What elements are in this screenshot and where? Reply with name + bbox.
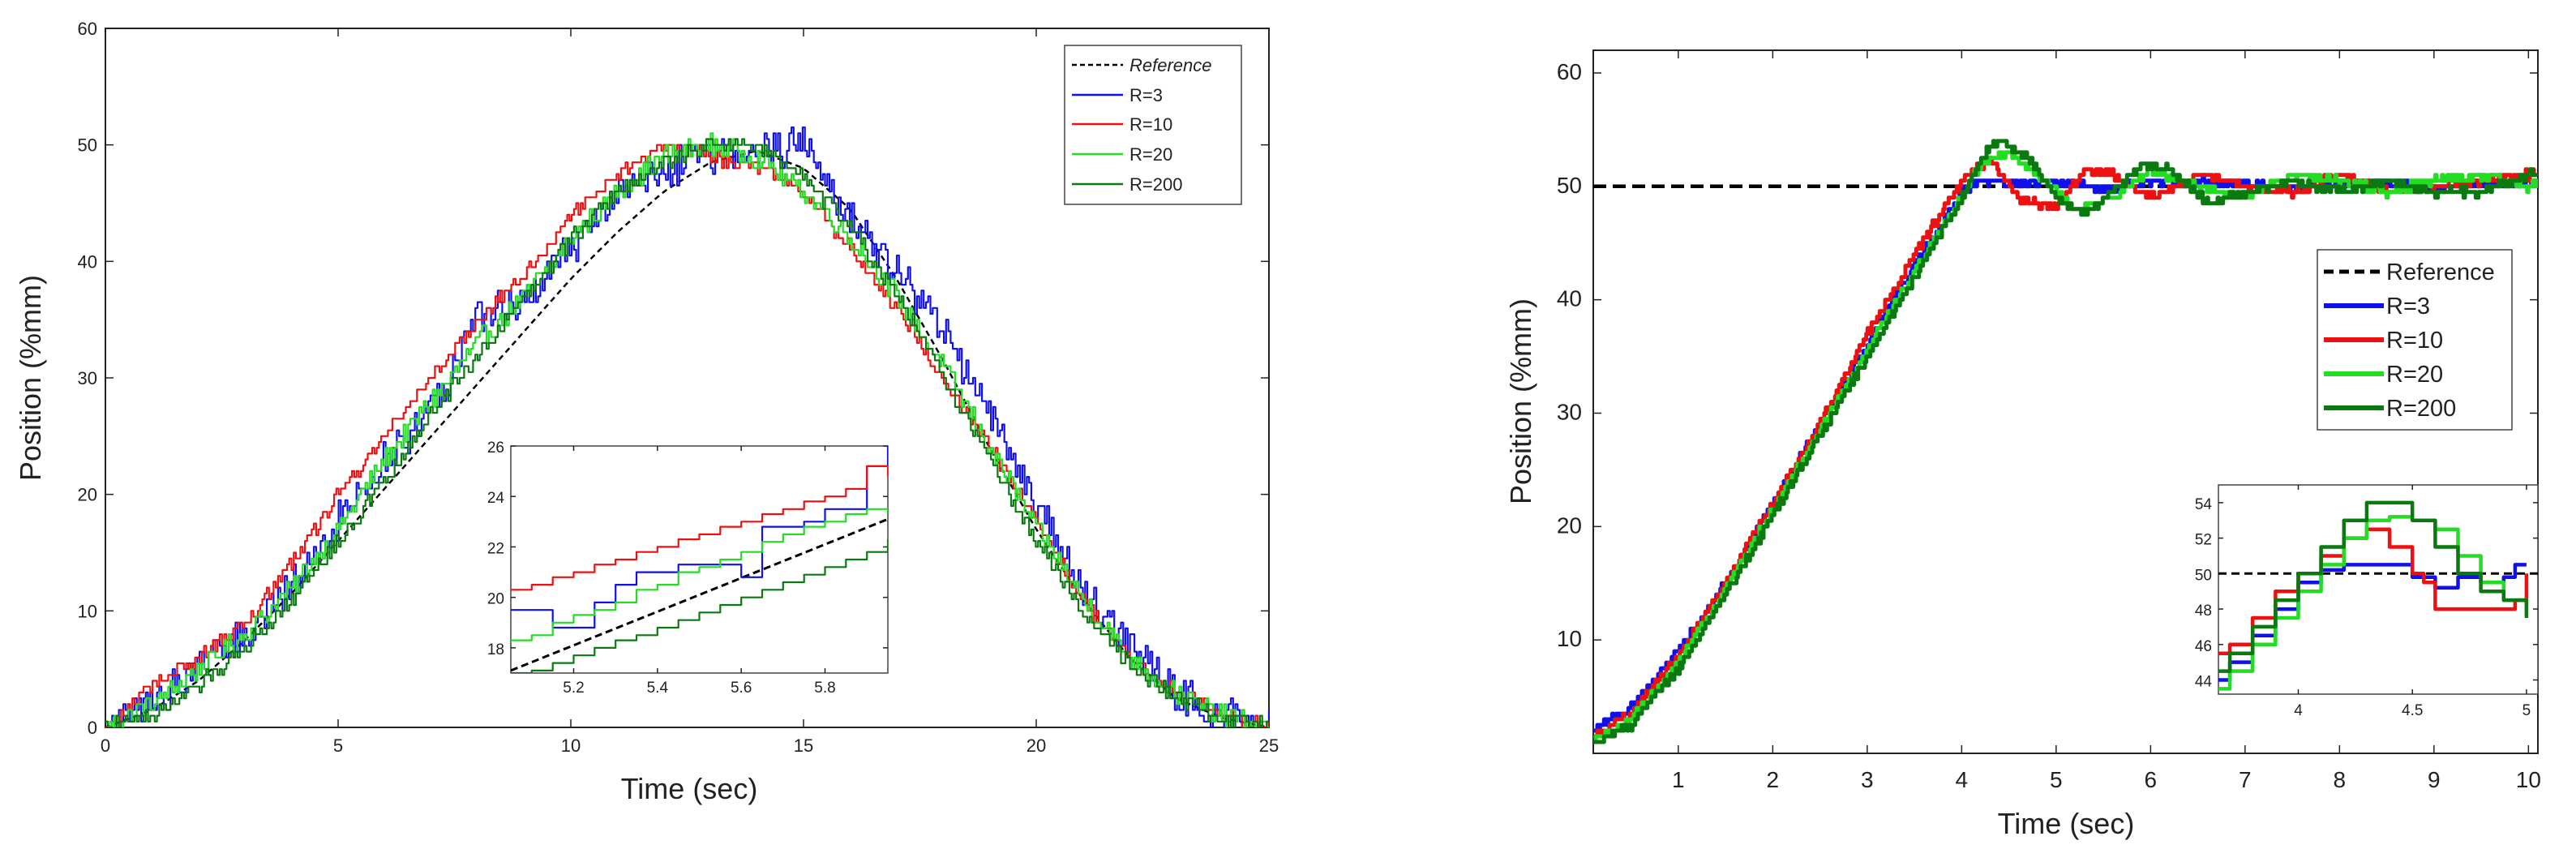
right-inset-y-tick-label-54: 54 bbox=[2195, 496, 2213, 513]
left-inset-ticks: 5.2 5.4 5.6 5.8 18 20 22 24 26 bbox=[487, 440, 888, 697]
left-inset-series-group bbox=[511, 446, 888, 673]
right-inset-series-r-200 bbox=[2218, 500, 2529, 673]
right-legend-label-r20: R=20 bbox=[2386, 362, 2443, 388]
left-y-ticks: 0 10 20 30 40 50 60 bbox=[78, 19, 1269, 738]
right-legend: Reference R=3 R=10 R=20 R=200 bbox=[2317, 249, 2513, 431]
left-inset-series-r-200 bbox=[511, 539, 888, 673]
left-legend-label-reference: Reference bbox=[1129, 55, 1212, 75]
right-inset-y-tick-label-50: 50 bbox=[2195, 567, 2212, 584]
right-inset-y-tick-label-48: 48 bbox=[2195, 603, 2212, 620]
right-legend-label-reference: Reference bbox=[2386, 259, 2495, 285]
left-x-tick-label-0: 0 bbox=[101, 735, 110, 756]
right-x-tick-label-3: 3 bbox=[1861, 767, 1874, 792]
left-legend-label-r20: R=20 bbox=[1129, 144, 1172, 165]
right-inset-ticks: 4 4.5 5 44 46 48 50 52 54 bbox=[2195, 485, 2538, 719]
right-series-r-200 bbox=[1593, 139, 2538, 744]
left-legend-label-r3: R=3 bbox=[1129, 85, 1163, 105]
right-y-tick-label-40: 40 bbox=[1557, 286, 1582, 311]
right-inset-y-tick-label-44: 44 bbox=[2195, 674, 2213, 691]
left-x-ticks: 0 5 10 15 20 25 bbox=[101, 28, 1279, 756]
left-inset-y-tick-label-22: 22 bbox=[487, 540, 504, 557]
right-inset-series-group bbox=[2218, 500, 2538, 691]
right-y-tick-label-20: 20 bbox=[1557, 512, 1582, 538]
right-series-group bbox=[1593, 139, 2538, 744]
right-inset-x-tick-label-4-5: 4.5 bbox=[2402, 702, 2423, 719]
right-x-tick-label-2: 2 bbox=[1767, 767, 1780, 792]
right-x-axis-label: Time (sec) bbox=[1998, 807, 2135, 840]
right-x-tick-label-7: 7 bbox=[2239, 767, 2252, 792]
left-y-tick-label-50: 50 bbox=[78, 135, 97, 156]
left-inset-series-r-20 bbox=[511, 508, 888, 641]
left-y-tick-label-30: 30 bbox=[78, 368, 97, 388]
left-x-axis-label: Time (sec) bbox=[621, 772, 758, 805]
right-inset-x-tick-label-5: 5 bbox=[2522, 702, 2531, 719]
left-y-tick-label-20: 20 bbox=[78, 485, 97, 505]
right-inset-x-tick-label-4: 4 bbox=[2294, 702, 2303, 719]
right-x-tick-label-4: 4 bbox=[1956, 767, 1969, 792]
left-x-tick-label-5: 5 bbox=[333, 735, 343, 756]
left-x-tick-label-10: 10 bbox=[561, 735, 581, 756]
right-legend-label-r3: R=3 bbox=[2386, 294, 2430, 319]
left-x-tick-label-15: 15 bbox=[794, 735, 813, 756]
left-inset-y-tick-label-24: 24 bbox=[487, 490, 505, 507]
left-y-tick-label-0: 0 bbox=[88, 718, 97, 738]
right-x-tick-label-8: 8 bbox=[2334, 767, 2347, 792]
right-x-tick-label-10: 10 bbox=[2516, 767, 2541, 792]
left-y-axis-label: Position (%mm) bbox=[14, 275, 47, 481]
left-inset-x-tick-label-5-8: 5.8 bbox=[814, 680, 835, 697]
right-x-tick-label-5: 5 bbox=[2050, 767, 2063, 792]
left-y-tick-label-60: 60 bbox=[78, 19, 97, 39]
right-x-tick-label-9: 9 bbox=[2428, 767, 2441, 792]
right-inset-y-tick-label-52: 52 bbox=[2195, 532, 2212, 549]
right-y-tick-label-30: 30 bbox=[1557, 399, 1582, 424]
left-x-tick-label-25: 25 bbox=[1259, 735, 1279, 756]
right-x-ticks: 1 2 3 4 5 6 7 8 9 10 bbox=[1672, 50, 2541, 792]
right-legend-label-r200: R=200 bbox=[2386, 396, 2456, 422]
right-x-tick-label-6: 6 bbox=[2145, 767, 2158, 792]
right-y-axis-label: Position (%mm) bbox=[1504, 298, 1537, 504]
left-inset-x-tick-label-5-2: 5.2 bbox=[563, 680, 584, 697]
right-inset-y-tick-label-46: 46 bbox=[2195, 638, 2212, 655]
left-inset-y-tick-label-18: 18 bbox=[487, 641, 504, 658]
left-legend: Reference R=3 R=10 R=20 R=200 bbox=[1064, 45, 1242, 205]
chart-left: 0 10 20 30 40 50 60 0 5 10 15 20 25 Time (sec) Posi… bbox=[14, 19, 1279, 805]
left-series-group bbox=[105, 127, 1269, 727]
left-series-r-200 bbox=[105, 138, 1269, 727]
chart-right: 10 20 30 40 50 60 1 2 3 4 5 6 7 8 9 10 Time (sec) Posi… bbox=[1504, 49, 2541, 840]
left-inset-x-tick-label-5-4: 5.4 bbox=[647, 680, 669, 697]
left-inset: 5.2 5.4 5.6 5.8 18 20 22 24 26 bbox=[487, 440, 889, 697]
right-y-tick-label-10: 10 bbox=[1557, 626, 1582, 651]
right-y-tick-label-50: 50 bbox=[1557, 173, 1582, 198]
left-x-tick-label-20: 20 bbox=[1027, 735, 1046, 756]
right-x-tick-label-1: 1 bbox=[1672, 767, 1685, 792]
left-legend-label-r200: R=200 bbox=[1129, 174, 1182, 195]
left-y-tick-label-40: 40 bbox=[78, 251, 97, 272]
left-legend-label-r10: R=10 bbox=[1129, 114, 1172, 135]
right-inset: 4 4.5 5 44 46 48 50 52 54 bbox=[2195, 484, 2539, 719]
right-y-tick-label-60: 60 bbox=[1557, 59, 1582, 84]
left-inset-y-tick-label-26: 26 bbox=[487, 440, 504, 457]
left-inset-frame bbox=[510, 445, 889, 674]
right-y-ticks: 10 20 30 40 50 60 bbox=[1557, 59, 2538, 651]
left-inset-series-r-3 bbox=[511, 446, 888, 629]
left-y-tick-label-10: 10 bbox=[78, 601, 97, 621]
left-inset-series-r-10 bbox=[511, 465, 888, 591]
left-inset-y-tick-label-20: 20 bbox=[487, 591, 504, 608]
left-inset-x-tick-label-5-6: 5.6 bbox=[731, 680, 752, 697]
right-inset-series-r-10 bbox=[2218, 527, 2529, 655]
right-legend-label-r10: R=10 bbox=[2386, 328, 2443, 354]
